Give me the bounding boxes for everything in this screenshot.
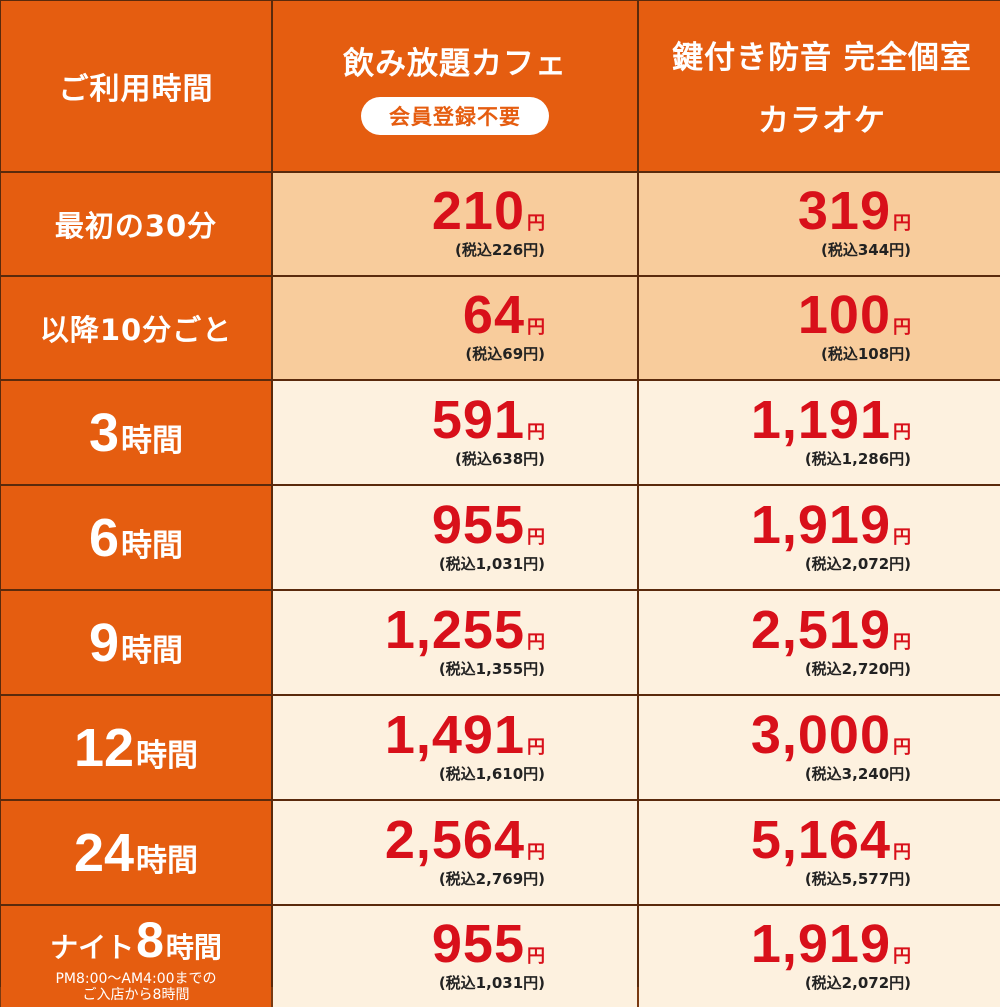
cafe-price: 210 xyxy=(431,181,525,241)
yen-label: 円 xyxy=(893,631,911,653)
cafe-price-cell: 64 円 (税込69円) xyxy=(273,277,637,379)
karaoke-price: 100 xyxy=(797,285,891,345)
karaoke-tax-price: (税込1,286円) xyxy=(804,449,911,468)
karaoke-price-cell: 319 円 (税込344円) xyxy=(639,173,1000,275)
cafe-price: 1,491 xyxy=(384,704,525,765)
night-note-line2: ご入店から8時間 xyxy=(82,986,190,1003)
cafe-price-cell: 955 円 (税込1,031円) xyxy=(273,486,637,589)
header-cafe: 飲み放題カフェ 会員登録不要 xyxy=(273,1,637,171)
hours-number: 12 xyxy=(73,717,135,778)
header-time-col: ご利用時間 xyxy=(1,1,271,171)
night-prefix: ナイト xyxy=(50,930,135,964)
cafe-price: 64 xyxy=(462,285,525,345)
yen-label: 円 xyxy=(527,631,545,653)
row-label: 以降10分ごと xyxy=(1,277,271,379)
hours-unit: 時間 xyxy=(121,632,184,669)
header-karaoke-line1: 鍵付き防音 完全個室 xyxy=(672,40,972,76)
row-label: 3 時間 xyxy=(1,381,271,484)
cafe-price-cell: 210 円 (税込226円) xyxy=(273,173,637,275)
karaoke-price: 2,519 xyxy=(750,599,891,660)
row-label-text: 最初の30分 xyxy=(54,209,218,243)
hours-number: 24 xyxy=(73,822,135,883)
karaoke-price-cell: 100 円 (税込108円) xyxy=(639,277,1000,379)
yen-label: 円 xyxy=(893,421,911,443)
karaoke-price-cell: 1,919 円 (税込2,072円) xyxy=(639,486,1000,589)
hours-number: 6 xyxy=(88,507,120,568)
row-label: 12 時間 xyxy=(1,696,271,799)
karaoke-tax-price: (税込2,072円) xyxy=(804,554,911,573)
yen-label: 円 xyxy=(893,317,911,338)
hours-unit: 時間 xyxy=(121,527,184,564)
cafe-tax-price: (税込2,769円) xyxy=(438,869,545,888)
yen-label: 円 xyxy=(893,841,911,863)
header-karaoke: 鍵付き防音 完全個室 カラオケ xyxy=(639,1,1000,171)
night-note-line1: PM8:00～AM4:00までの xyxy=(55,970,217,987)
cafe-tax-price: (税込1,031円) xyxy=(438,554,545,573)
cafe-tax-price: (税込226円) xyxy=(454,241,545,259)
row-label-text: 以降10分ごと xyxy=(39,313,233,347)
cafe-price-cell: 1,491 円 (税込1,610円) xyxy=(273,696,637,799)
row-label: 9 時間 xyxy=(1,591,271,694)
cafe-price: 2,564 xyxy=(384,809,525,870)
yen-label: 円 xyxy=(893,736,911,758)
cafe-price-cell: 955 円 (税込1,031円) xyxy=(273,906,637,1007)
yen-label: 円 xyxy=(527,841,545,863)
yen-label: 円 xyxy=(893,213,911,234)
cafe-price: 1,255 xyxy=(384,599,525,660)
karaoke-price-cell: 3,000 円 (税込3,240円) xyxy=(639,696,1000,799)
karaoke-tax-price: (税込3,240円) xyxy=(804,764,911,783)
row-label: 24 時間 xyxy=(1,801,271,904)
hours-unit: 時間 xyxy=(165,930,222,964)
no-registration-badge: 会員登録不要 xyxy=(361,96,549,135)
cafe-price: 955 xyxy=(431,913,525,974)
hours-number: 8 xyxy=(136,911,164,968)
cafe-price-cell: 1,255 円 (税込1,355円) xyxy=(273,591,637,694)
row-label: 6 時間 xyxy=(1,486,271,589)
karaoke-price: 1,919 xyxy=(750,913,891,974)
yen-label: 円 xyxy=(527,945,545,967)
row-label: 最初の30分 xyxy=(1,173,271,275)
karaoke-price-cell: 1,919 円 (税込2,072円) xyxy=(639,906,1000,1007)
karaoke-price: 5,164 xyxy=(750,809,891,870)
karaoke-price: 319 xyxy=(797,181,891,241)
header-karaoke-line2: カラオケ xyxy=(757,103,886,139)
header-cafe-title: 飲み放題カフェ xyxy=(343,45,567,82)
yen-label: 円 xyxy=(893,945,911,967)
karaoke-price: 3,000 xyxy=(750,704,891,765)
karaoke-tax-price: (税込108円) xyxy=(820,345,911,363)
hours-number: 3 xyxy=(88,402,120,463)
karaoke-price: 1,919 xyxy=(750,494,891,555)
hours-unit: 時間 xyxy=(121,422,184,459)
cafe-price-cell: 2,564 円 (税込2,769円) xyxy=(273,801,637,904)
yen-label: 円 xyxy=(527,213,545,234)
cafe-price-cell: 591 円 (税込638円) xyxy=(273,381,637,484)
yen-label: 円 xyxy=(527,736,545,758)
karaoke-price-cell: 2,519 円 (税込2,720円) xyxy=(639,591,1000,694)
cafe-tax-price: (税込638円) xyxy=(454,449,545,468)
karaoke-price: 1,191 xyxy=(750,389,891,450)
cafe-tax-price: (税込1,610円) xyxy=(438,764,545,783)
hours-unit: 時間 xyxy=(136,737,199,774)
karaoke-tax-price: (税込2,072円) xyxy=(804,973,911,992)
cafe-tax-price: (税込1,031円) xyxy=(438,973,545,992)
cafe-price: 955 xyxy=(431,494,525,555)
karaoke-price-cell: 5,164 円 (税込5,577円) xyxy=(639,801,1000,904)
hours-number: 9 xyxy=(88,612,120,673)
yen-label: 円 xyxy=(527,526,545,548)
row-label-night: ナイト 8 時間 PM8:00～AM4:00までの ご入店から8時間 xyxy=(1,906,271,1007)
karaoke-tax-price: (税込5,577円) xyxy=(804,869,911,888)
cafe-tax-price: (税込69円) xyxy=(465,345,545,363)
hours-unit: 時間 xyxy=(136,842,199,879)
header-time-label: ご利用時間 xyxy=(58,72,214,107)
karaoke-tax-price: (税込344円) xyxy=(820,241,911,259)
karaoke-tax-price: (税込2,720円) xyxy=(804,659,911,678)
yen-label: 円 xyxy=(527,317,545,338)
karaoke-price-cell: 1,191 円 (税込1,286円) xyxy=(639,381,1000,484)
yen-label: 円 xyxy=(893,526,911,548)
cafe-price: 591 xyxy=(431,389,525,450)
cafe-tax-price: (税込1,355円) xyxy=(438,659,545,678)
yen-label: 円 xyxy=(527,421,545,443)
